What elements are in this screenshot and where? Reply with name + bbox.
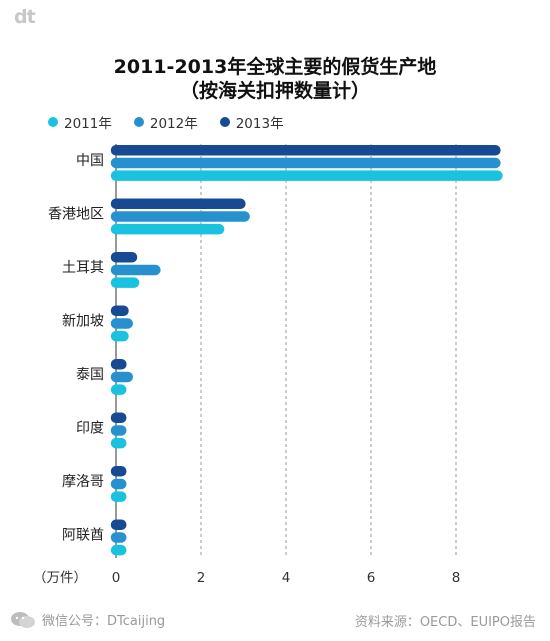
x-tick-label-0: 0 — [112, 570, 121, 586]
bar-2012年-阿联酋 — [110, 532, 127, 543]
bar-2013年-新加坡 — [110, 305, 129, 316]
bar-2011年-泰国 — [110, 384, 127, 395]
x-tick-label-4: 4 — [282, 570, 291, 586]
bar-2013年-泰国 — [110, 359, 127, 370]
bar-2012年-新加坡 — [110, 318, 133, 329]
chart-subtitle: （按海关扣押数量计） — [179, 80, 370, 102]
bar-2011年-印度 — [110, 437, 127, 449]
footer-wechat-text: 微信公号：DTcaijing — [42, 614, 166, 629]
category-label-中国: 中国 — [76, 153, 104, 169]
x-tick-label-2: 2 — [197, 570, 206, 586]
legend-swatch-2013 — [219, 117, 230, 127]
legend-item-2012: 2012年 — [133, 112, 198, 132]
x-axis-unit-label: （万件） — [33, 570, 87, 586]
bar-2011年-新加坡 — [110, 330, 129, 342]
category-label-香港地区: 香港地区 — [48, 207, 104, 223]
bar-2011年-阿联酋 — [110, 544, 127, 556]
footer-source-right: 资料来源：OECD、EUIPO报告 — [354, 615, 536, 630]
x-tick-label-6: 6 — [367, 570, 376, 586]
category-label-土耳其: 土耳其 — [62, 260, 104, 276]
bar-2012年-印度 — [110, 425, 127, 436]
bar-2012年-土耳其 — [110, 264, 161, 276]
category-label-泰国: 泰国 — [76, 367, 104, 383]
category-label-印度: 印度 — [76, 421, 104, 437]
legend-item-2011: 2011年 — [48, 112, 112, 132]
legend-label-2011: 2011年 — [64, 116, 112, 132]
legend-swatch-2011 — [48, 117, 58, 127]
bar-2011年-土耳其 — [110, 277, 140, 288]
bar-2012年-香港地区 — [110, 211, 250, 222]
wechat-icon — [11, 611, 35, 628]
bar-2011年-中国 — [110, 170, 503, 181]
legend: 2011年 2012年 2013年 — [48, 112, 284, 132]
legend-label-2012: 2012年 — [149, 116, 198, 132]
legend-label-2013: 2013年 — [235, 116, 284, 132]
bar-2012年-中国 — [110, 157, 501, 169]
bar-2013年-印度 — [110, 412, 127, 423]
bar-2012年-泰国 — [110, 371, 133, 383]
category-label-摩洛哥: 摩洛哥 — [62, 473, 104, 490]
bar-2013年-土耳其 — [110, 252, 138, 263]
x-tick-label-8: 8 — [452, 570, 461, 586]
bar-2013年-中国 — [110, 145, 501, 156]
chart-title: 2011-2013年全球主要的假货生产地 — [113, 56, 437, 78]
category-label-新加坡: 新加坡 — [62, 314, 104, 330]
dt-logo: dt — [14, 6, 36, 28]
bar-2011年-摩洛哥 — [110, 491, 127, 502]
legend-swatch-2012 — [133, 117, 144, 127]
category-label-阿联酋: 阿联酋 — [62, 527, 104, 544]
bar-2013年-阿联酋 — [110, 519, 127, 530]
legend-item-2013: 2013年 — [219, 112, 284, 132]
bar-2013年-摩洛哥 — [110, 466, 127, 477]
bar-2011年-香港地区 — [110, 223, 225, 235]
bar-2012年-摩洛哥 — [110, 478, 127, 490]
bar-2013年-香港地区 — [110, 198, 246, 209]
footer-source-left: 微信公号：DTcaijing — [10, 610, 165, 629]
